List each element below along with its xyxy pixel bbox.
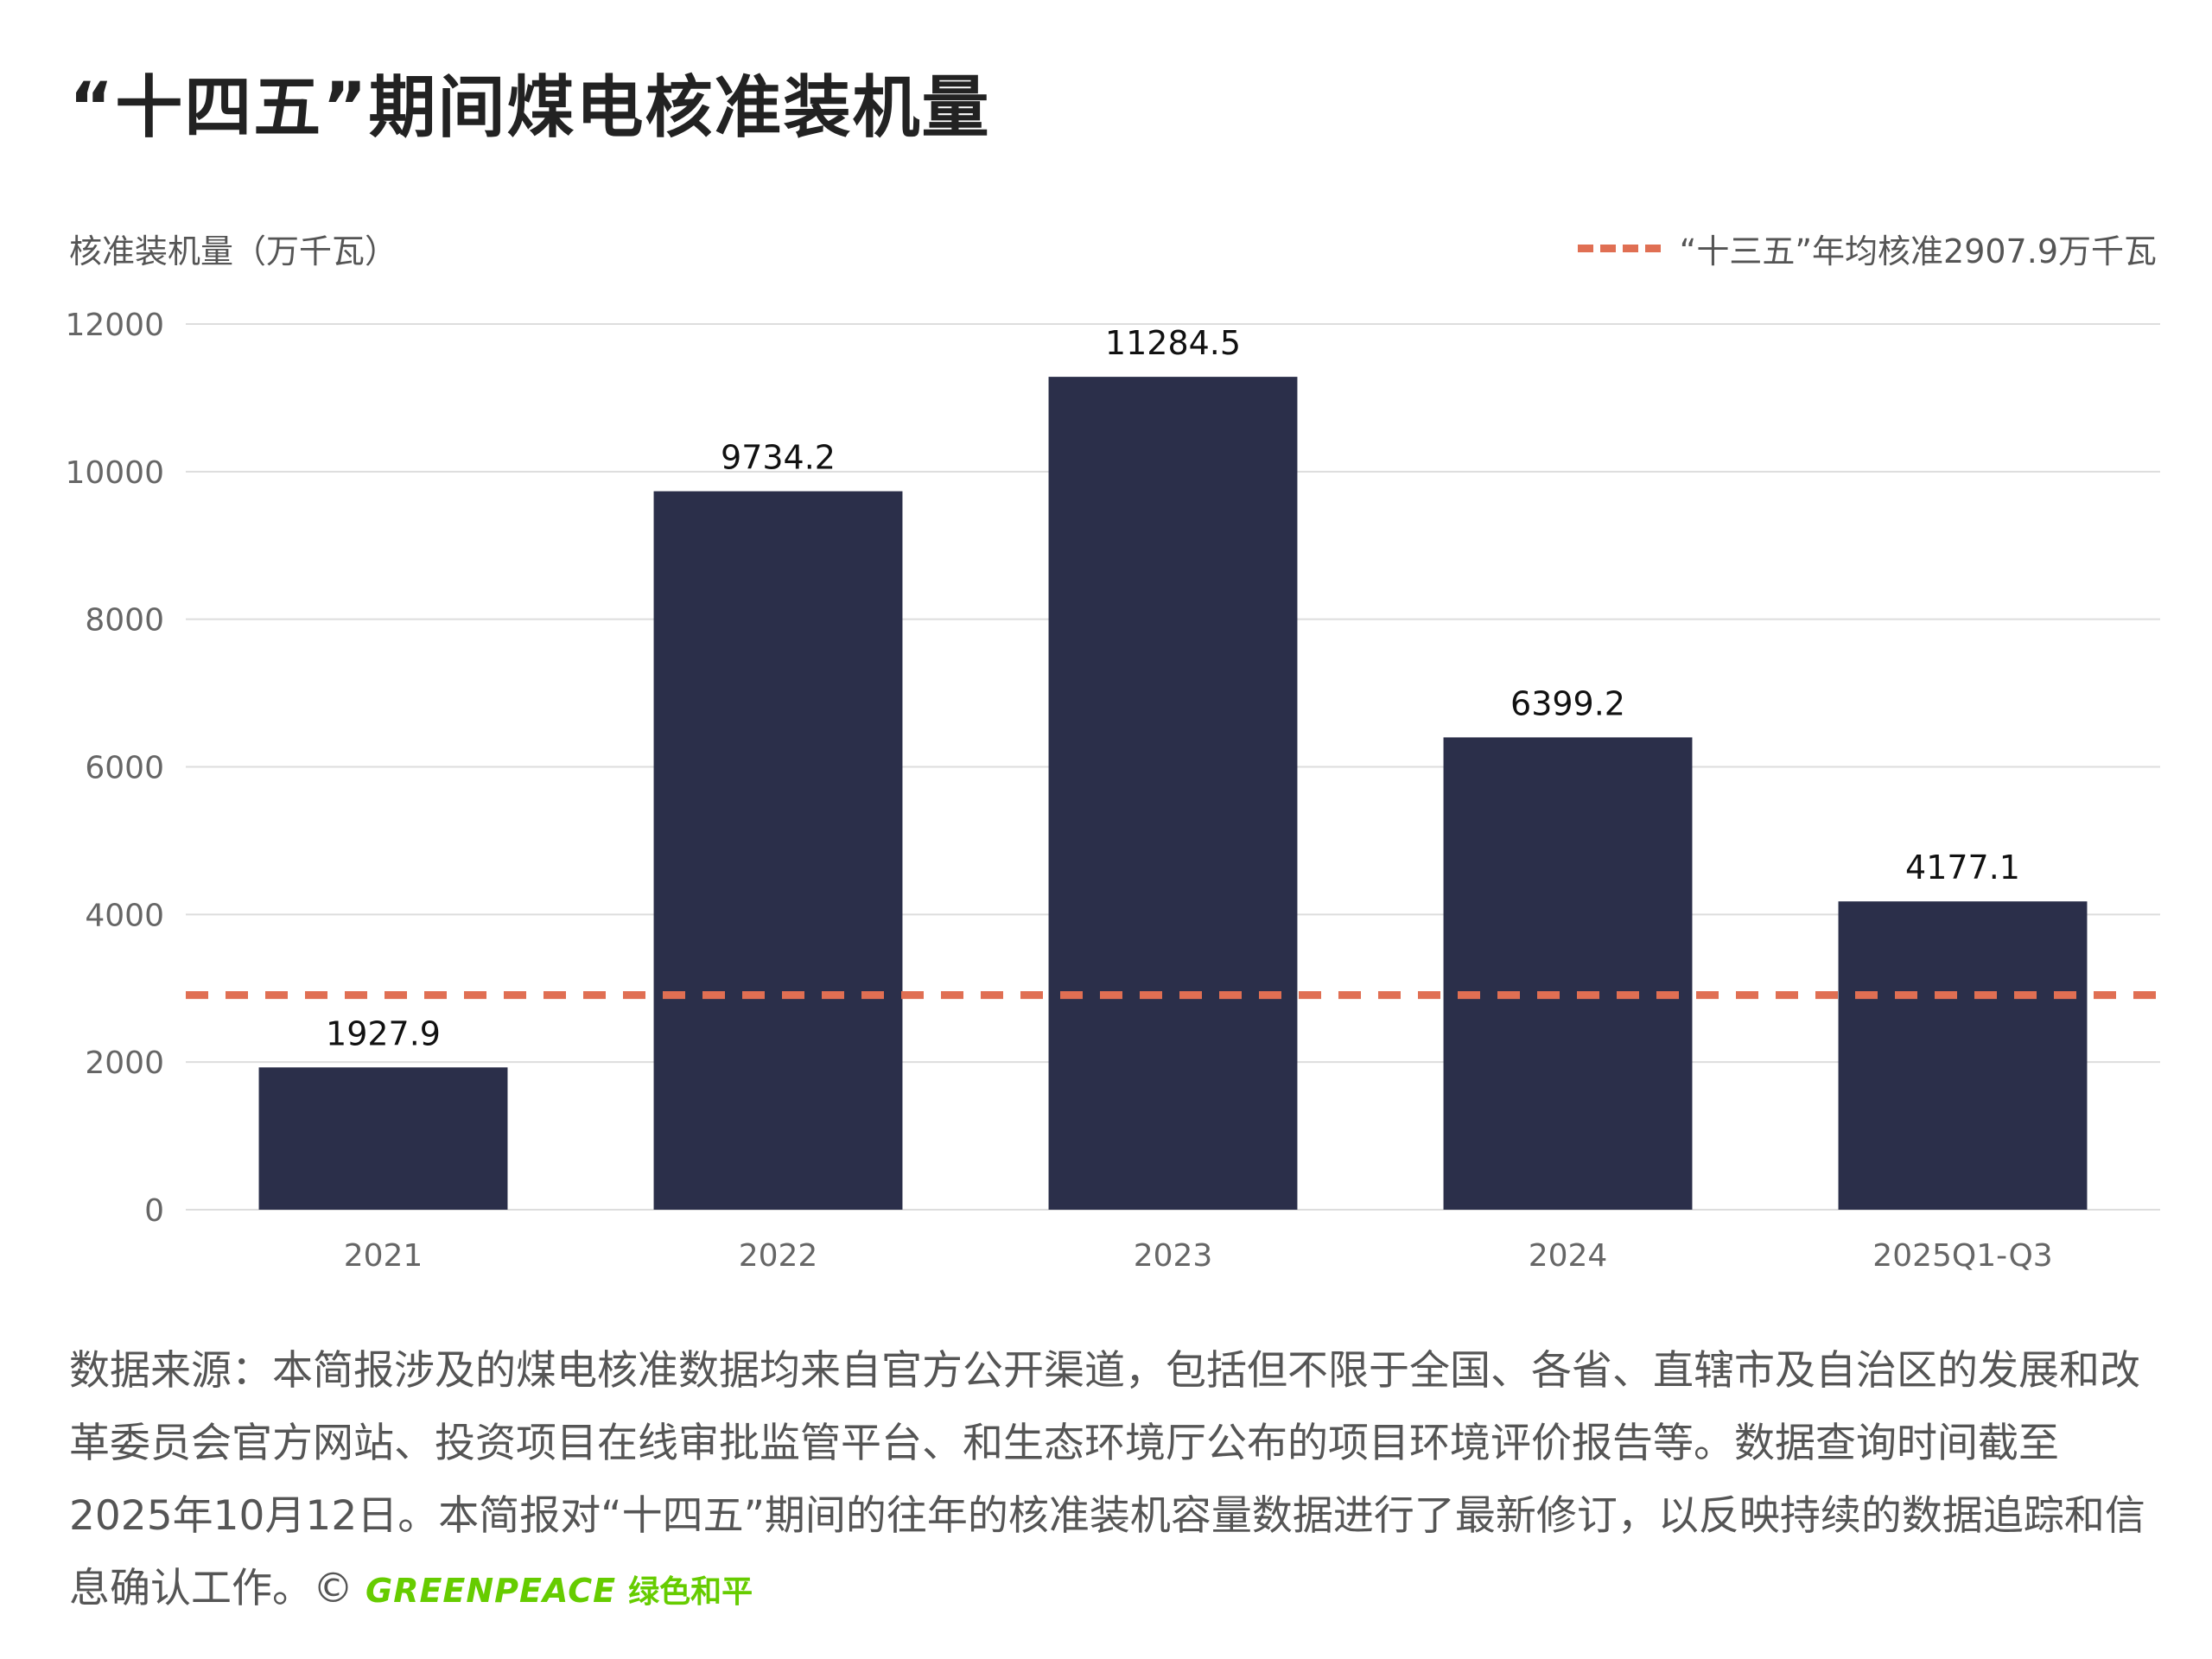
greenpeace-logo-cn: 绿色和平: [628, 1574, 753, 1610]
y-tick-label: 6000: [85, 751, 164, 786]
bar: [653, 491, 903, 1210]
y-tick-label: 8000: [85, 603, 164, 639]
data-label: 9734.2: [721, 439, 836, 477]
data-label: 1927.9: [326, 1014, 441, 1052]
y-tick-label: 2000: [85, 1046, 164, 1081]
x-tick-label: 2025Q1-Q3: [1872, 1238, 2052, 1274]
data-label: 11284.5: [1105, 324, 1241, 362]
data-label: 6399.2: [1510, 684, 1625, 722]
bar-chart: 0 2000 4000 6000 8000 10000 12000 1927.9 2021 973…: [65, 308, 2160, 1274]
data-label: 4177.1: [1905, 849, 2020, 887]
chart-title: “十四五”期间煤电核准装机量: [69, 69, 991, 147]
x-tick-label: 2021: [344, 1238, 423, 1274]
y-tick-label: 10000: [65, 455, 164, 491]
bar: [1443, 737, 1693, 1210]
y-tick-label: 4000: [85, 898, 164, 933]
legend-label: “十三五”年均核准2907.9万千瓦: [1679, 232, 2157, 270]
legend: “十三五”年均核准2907.9万千瓦: [1577, 225, 2157, 272]
footnote: 数据来源：本简报涉及的煤电核准数据均来自官方公开渠道，包括但不限于全国、各省、直…: [69, 1335, 2160, 1629]
greenpeace-logo: GREENPEACE: [365, 1572, 617, 1610]
y-tick-label: 0: [144, 1193, 164, 1229]
x-tick-label: 2024: [1529, 1238, 1608, 1274]
bar: [1048, 377, 1298, 1211]
bar: [258, 1067, 508, 1210]
y-axis-label: 核准装机量（万千瓦）: [69, 232, 398, 270]
legend-dashed-line-swatch: [1577, 245, 1661, 252]
bar: [1838, 901, 2088, 1210]
x-tick-label: 2022: [739, 1238, 818, 1274]
y-tick-label: 12000: [65, 308, 164, 343]
x-tick-label: 2023: [1134, 1238, 1213, 1274]
footnote-text: 数据来源：本简报涉及的煤电核准数据均来自官方公开渠道，包括但不限于全国、各省、直…: [69, 1347, 2145, 1612]
